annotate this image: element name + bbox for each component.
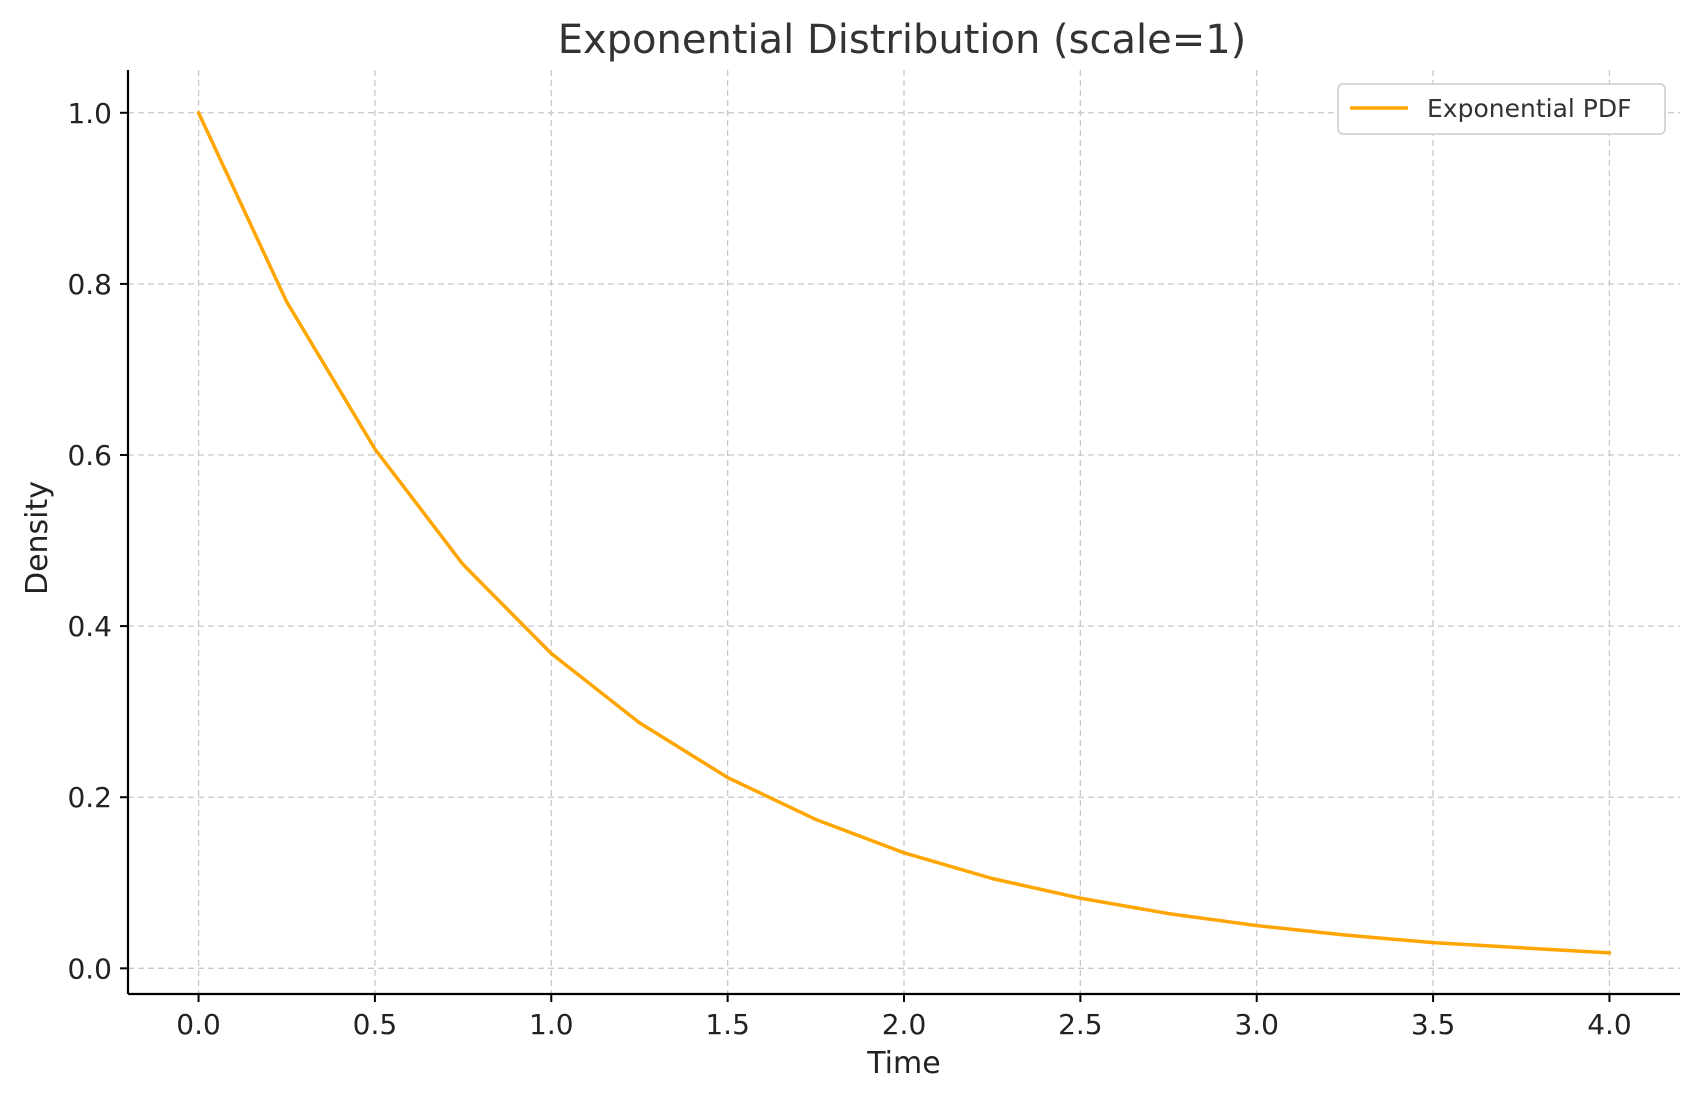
y-tick-label: 0.8 <box>67 268 112 301</box>
x-tick-label: 0.0 <box>176 1008 221 1041</box>
x-tick-label: 2.5 <box>1058 1008 1103 1041</box>
y-tick-label: 0.2 <box>67 781 112 814</box>
data-point <box>814 817 818 821</box>
grid <box>128 70 1680 994</box>
y-tick-label: 0.4 <box>67 610 112 643</box>
legend-label: Exponential PDF <box>1427 94 1632 123</box>
x-axis-label: Time <box>866 1046 940 1081</box>
legend: Exponential PDF <box>1337 83 1666 135</box>
x-tick-label: 0.5 <box>353 1008 398 1041</box>
data-point <box>1519 946 1523 950</box>
data-point <box>549 651 553 655</box>
data-point <box>902 851 906 855</box>
series-layer <box>196 111 1612 955</box>
data-point <box>461 563 465 567</box>
chart-title: Exponential Distribution (scale=1) <box>558 17 1247 63</box>
data-point <box>1343 933 1347 937</box>
data-point <box>726 776 730 780</box>
y-axis-label: Density <box>20 481 55 595</box>
x-tick-label: 1.5 <box>705 1008 750 1041</box>
data-point <box>1078 896 1082 900</box>
y-tick-label: 0.6 <box>67 439 112 472</box>
x-tick-label: 4.0 <box>1587 1008 1632 1041</box>
data-point <box>990 877 994 880</box>
y-tick-label: 0.0 <box>67 952 112 985</box>
data-point <box>1431 941 1435 945</box>
x-ticks: 0.0 0.5 1.0 1.5 2.0 2.5 3.0 3.5 4.0 <box>176 994 1632 1041</box>
y-ticks: 0.0 0.2 0.4 0.6 0.8 1.0 <box>67 97 128 985</box>
data-point <box>1255 924 1259 928</box>
y-tick-label: 1.0 <box>67 97 112 130</box>
data-point <box>197 111 201 115</box>
data-point <box>637 721 641 725</box>
x-tick-label: 1.0 <box>529 1008 574 1041</box>
data-point <box>285 300 289 304</box>
x-tick-label: 3.5 <box>1411 1008 1456 1041</box>
legend-frame <box>1337 83 1666 135</box>
data-point <box>1607 951 1611 955</box>
data-point <box>373 447 377 451</box>
x-tick-label: 2.0 <box>882 1008 927 1041</box>
x-tick-label: 3.0 <box>1234 1008 1279 1041</box>
data-point <box>1167 912 1171 916</box>
